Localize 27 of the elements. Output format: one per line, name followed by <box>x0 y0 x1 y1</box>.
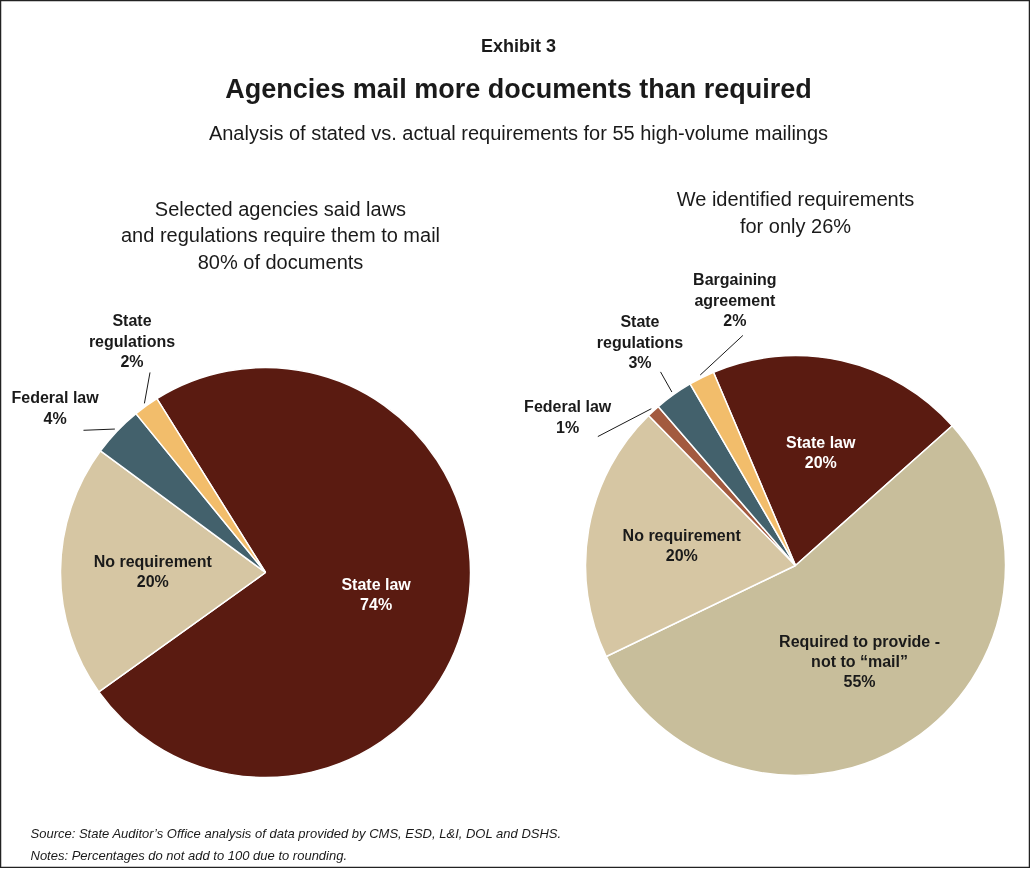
slice-label: Required to provide - not to “mail” <box>779 632 941 671</box>
text: Analysis of stated vs. actual requirements for 55 high-volume mailings <box>208 121 829 144</box>
text: Exhibit 3 <box>480 35 557 56</box>
slice-label: No requirement <box>93 553 213 571</box>
text: Notes: Percentages do not add to 100 due to rounding. <box>30 848 348 863</box>
slice-label: Bargaining agreement <box>693 271 777 309</box>
chart-title: Selected agencies said laws and regulations require them to mail 80% of documents <box>120 198 441 273</box>
data-label: 4% <box>43 409 67 427</box>
data-label: 20% <box>665 547 698 565</box>
slice-label: Federal law <box>11 389 100 407</box>
slice-label: State law <box>786 434 857 452</box>
slice-label: No requirement <box>622 526 742 544</box>
data-label: 20% <box>804 454 837 472</box>
slice-label: State regulations <box>596 313 684 351</box>
data-label: 74% <box>360 596 393 614</box>
slice-label: Federal law <box>524 398 612 416</box>
data-label: 20% <box>136 573 169 591</box>
chart-title: We identified requirements for only 26% <box>676 188 915 237</box>
data-label: 3% <box>628 354 652 372</box>
data-label: 1% <box>556 418 580 436</box>
data-label: 2% <box>723 312 747 330</box>
data-label: 55% <box>843 673 876 691</box>
source-note: Source: State Auditor’s Office analysis of data provided by CMS, ESD, L&I, DOL and DSHS. <box>30 826 562 841</box>
text: Agencies mail more documents than required <box>225 73 812 104</box>
data-label: 2% <box>120 353 144 371</box>
slice-label: State law <box>341 575 412 593</box>
slice-label: State regulations <box>88 312 176 350</box>
